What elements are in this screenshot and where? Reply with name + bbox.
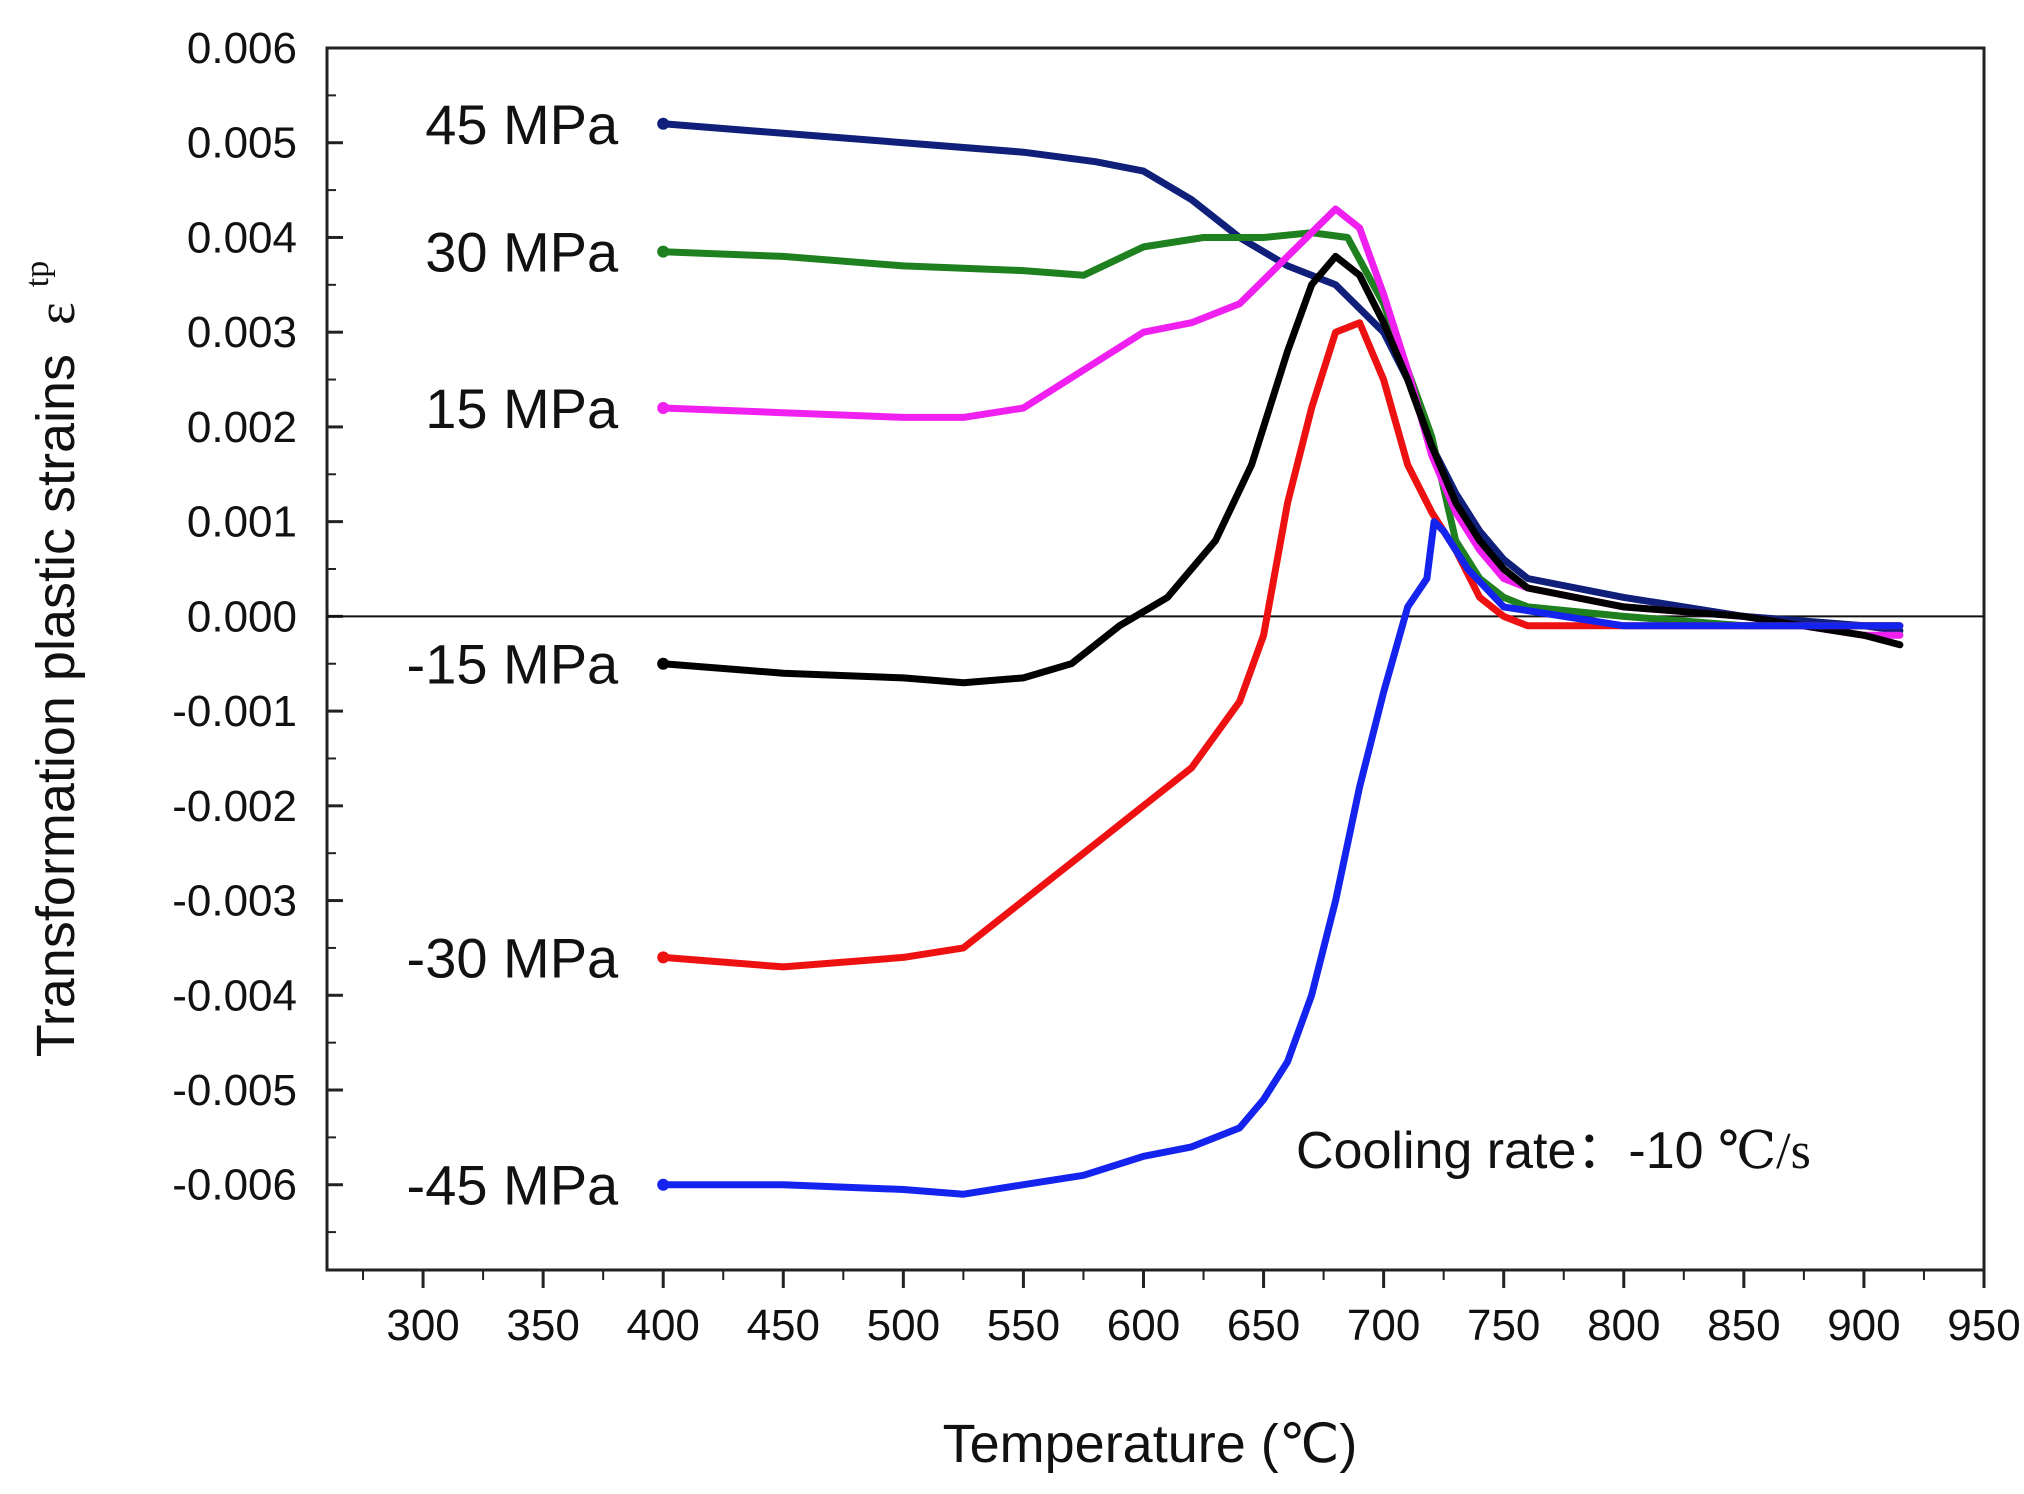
- y-axis-title-group: Transformation plastic strains ε tp: [19, 261, 86, 1057]
- cooling-rate-text: Cooling rate：-10: [1296, 1122, 1718, 1180]
- y-tick-label: 0.006: [187, 24, 297, 73]
- y-axis-title-superscript: tp: [19, 261, 56, 287]
- series-line: [659, 319, 1904, 971]
- series-start-point: [657, 951, 670, 964]
- series-line: [659, 518, 1904, 1198]
- y-tick-label: -0.004: [172, 971, 297, 1020]
- x-tick-label: 800: [1587, 1301, 1660, 1350]
- x-tick-label: 550: [987, 1301, 1060, 1350]
- series-layer: [657, 117, 1904, 1198]
- x-tick-label: 900: [1827, 1301, 1900, 1350]
- series-labels: 45 MPa 30 MPa 15 MPa -15 MPa -30 MPa -45 MPa: [407, 93, 619, 1217]
- series-line: [659, 229, 1904, 630]
- x-tick-label: 400: [626, 1301, 699, 1350]
- x-axis-ticks: 300 350 400 450 500 550 600 650 700 750 800 850 900 9…: [362, 1270, 2021, 1350]
- y-tick-label: -0.006: [172, 1161, 297, 1210]
- x-tick-label: 600: [1107, 1301, 1180, 1350]
- series-start-point: [657, 245, 670, 258]
- y-tick-label: -0.005: [172, 1066, 297, 1115]
- cooling-rate-unit: ℃/s: [1718, 1123, 1811, 1180]
- y-tick-label: 0.003: [187, 308, 297, 357]
- cooling-rate-annotation: Cooling rate：-10 ℃/s: [1296, 1122, 1811, 1180]
- series-label: 45 MPa: [425, 93, 619, 156]
- series-line: [659, 205, 1904, 639]
- series-label: 30 MPa: [425, 221, 619, 284]
- y-axis-title: Transformation plastic strains ε tp: [19, 261, 86, 1057]
- x-tick-label: 700: [1347, 1301, 1420, 1350]
- series-label: -30 MPa: [407, 926, 619, 989]
- x-tick-label: 350: [506, 1301, 579, 1350]
- x-tick-label: 750: [1467, 1301, 1540, 1350]
- x-tick-label: 650: [1227, 1301, 1300, 1350]
- series-start-point: [657, 1178, 670, 1191]
- y-tick-label: -0.001: [172, 687, 297, 736]
- series-label: -15 MPa: [407, 633, 619, 696]
- y-axis-title-symbol: ε: [26, 302, 86, 325]
- y-tick-label: 0.004: [187, 213, 297, 262]
- series-line: [659, 252, 1904, 687]
- y-tick-label: -0.003: [172, 877, 297, 926]
- y-tick-label: 0.000: [187, 592, 297, 641]
- x-tick-label: 950: [1947, 1301, 2020, 1350]
- y-tick-label: 0.005: [187, 119, 297, 168]
- series-label: -45 MPa: [407, 1154, 619, 1217]
- y-axis-ticks: 0.006 0.005 0.004 0.003 0.002 0.001 0.000 -0.00…: [172, 24, 343, 1234]
- y-tick-label: 0.001: [187, 498, 297, 547]
- x-tick-label: 450: [747, 1301, 820, 1350]
- series-start-point: [657, 401, 670, 414]
- series-line: [659, 120, 1904, 635]
- series-label: 15 MPa: [425, 377, 619, 440]
- x-axis-title: Temperature (℃): [943, 1414, 1358, 1474]
- series-start-point: [657, 117, 670, 130]
- x-tick-label: 500: [867, 1301, 940, 1350]
- y-axis-title-text: Transformation plastic strains: [26, 354, 86, 1057]
- plot-frame: [325, 46, 1986, 1272]
- x-tick-label: 300: [386, 1301, 459, 1350]
- series-start-point: [657, 657, 670, 670]
- y-tick-label: -0.002: [172, 782, 297, 831]
- x-tick-label: 850: [1707, 1301, 1780, 1350]
- y-tick-label: 0.002: [187, 403, 297, 452]
